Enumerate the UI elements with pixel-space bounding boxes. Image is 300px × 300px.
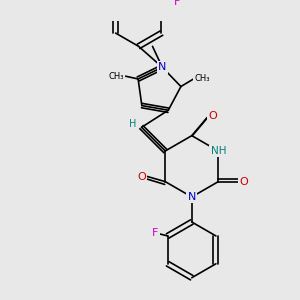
Text: H: H (129, 119, 136, 129)
Text: F: F (152, 228, 158, 238)
Text: O: O (208, 111, 217, 121)
Text: O: O (239, 177, 248, 187)
Text: N: N (158, 62, 166, 72)
Text: NH: NH (211, 146, 226, 156)
Text: O: O (137, 172, 146, 182)
Text: F: F (174, 0, 180, 7)
Text: CH₃: CH₃ (108, 72, 124, 81)
Text: CH₃: CH₃ (195, 74, 210, 83)
Text: N: N (188, 192, 196, 202)
